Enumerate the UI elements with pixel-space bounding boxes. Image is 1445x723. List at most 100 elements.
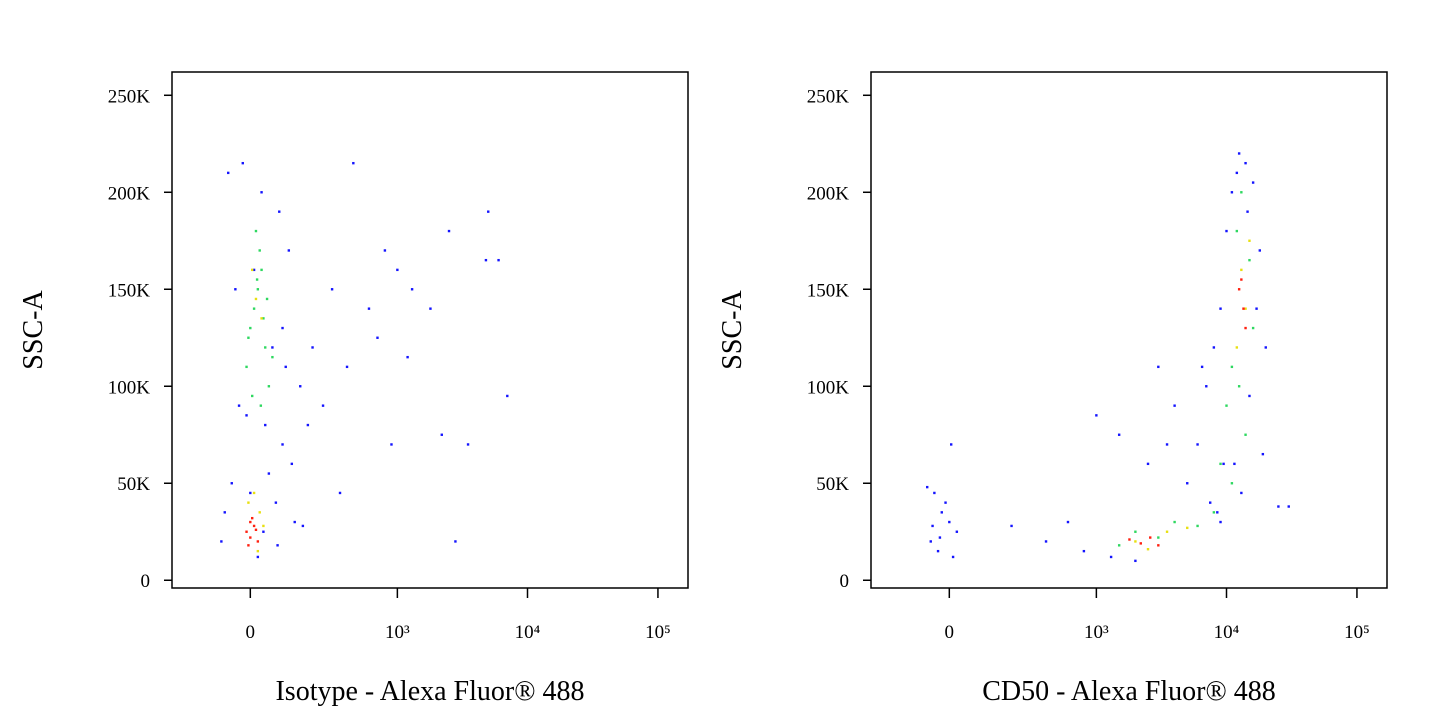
event-dot: [938, 536, 942, 539]
x-tick-label: 10³: [385, 622, 410, 643]
event-dot: [1219, 462, 1222, 466]
event-dot: [367, 307, 371, 310]
event-dot: [1157, 365, 1160, 369]
event-dot: [1258, 249, 1261, 252]
event-dot: [1251, 181, 1255, 184]
event-dot: [1196, 524, 1199, 528]
event-dot: [951, 555, 955, 559]
event-dot: [1277, 505, 1280, 508]
event-dot: [281, 326, 284, 330]
event-dot: [227, 171, 230, 175]
event-dot: [281, 443, 284, 446]
event-dot: [252, 268, 256, 272]
event-dot: [1225, 404, 1228, 407]
event-dot: [262, 530, 265, 533]
event-dot: [1240, 278, 1243, 281]
event-dot: [1200, 365, 1204, 369]
event-dot: [1244, 161, 1247, 165]
event-dot: [944, 501, 947, 504]
event-dot: [497, 258, 500, 262]
event-dot: [1242, 307, 1245, 310]
event-dot: [1196, 443, 1199, 446]
event-dot: [262, 317, 265, 320]
event-dot: [376, 336, 379, 339]
event-dot: [1173, 520, 1176, 524]
event-dot: [311, 346, 314, 349]
event-dot: [264, 346, 267, 349]
x-tick-label: 0: [945, 622, 955, 643]
event-dot: [265, 297, 269, 301]
event-dot: [249, 491, 252, 495]
y-tick-label: 100K: [108, 377, 151, 398]
event-dot: [948, 520, 951, 524]
event-dot: [1237, 152, 1241, 155]
event-dot: [1230, 191, 1234, 194]
event-dot: [299, 385, 302, 388]
event-dot: [1134, 530, 1137, 533]
event-dot: [1246, 210, 1249, 213]
event-dot: [293, 520, 296, 524]
event-dot: [1205, 385, 1208, 388]
event-dot: [255, 278, 259, 281]
event-dot: [267, 385, 271, 388]
event-dot: [284, 365, 287, 369]
event-dot: [254, 297, 258, 301]
event-dot: [447, 229, 451, 233]
event-dot: [1216, 511, 1219, 514]
event-dot: [1287, 505, 1290, 508]
event-dot: [241, 161, 244, 165]
y-tick-label: 250K: [807, 86, 850, 107]
event-dot: [252, 491, 256, 495]
event-dot: [1225, 229, 1228, 233]
event-dot: [251, 394, 254, 398]
event-dot: [390, 443, 393, 446]
event-dot: [1237, 385, 1241, 388]
event-dot: [1157, 536, 1160, 539]
event-dot: [454, 540, 457, 543]
event-dot: [247, 501, 250, 504]
event-dot: [1235, 229, 1239, 233]
event-dot: [1244, 326, 1247, 330]
event-dot: [245, 530, 248, 533]
event-dot: [484, 258, 488, 262]
event-dot: [929, 540, 932, 543]
event-dot: [933, 491, 936, 495]
x-axis-label: CD50 - Alexa Fluor® 488: [982, 676, 1275, 707]
event-dot: [955, 530, 959, 533]
event-dot: [220, 540, 223, 543]
event-dot: [264, 423, 267, 427]
event-dot: [506, 394, 509, 398]
event-dot: [249, 326, 252, 330]
event-dot: [1230, 365, 1234, 369]
event-dot: [256, 549, 260, 553]
event-dot: [1117, 433, 1121, 436]
x-tick-label: 10⁴: [515, 622, 541, 643]
event-dot: [252, 307, 256, 310]
event-dot: [1261, 452, 1265, 456]
event-dot: [251, 516, 254, 520]
event-dot: [950, 443, 953, 446]
event-dot: [1240, 491, 1243, 495]
event-dot: [1157, 544, 1160, 547]
x-tick-label: 0: [246, 622, 256, 643]
event-dot: [1128, 538, 1131, 541]
event-dot: [1209, 501, 1212, 504]
event-dot: [1044, 540, 1048, 543]
event-dot: [306, 423, 310, 427]
x-axis-label: Isotype - Alexa Fluor® 488: [275, 676, 584, 707]
y-tick-label: 200K: [807, 183, 850, 204]
plot: 0 50K 100K 150K 200K 250K 0 10³ 10⁴ 10⁵ Isotype - …: [18, 71, 689, 707]
event-dot: [1212, 511, 1216, 514]
event-dot: [345, 365, 349, 369]
event-dot: [234, 288, 237, 291]
y-tick-label: 0: [141, 571, 151, 592]
event-dot: [1248, 258, 1251, 262]
event-dot: [1230, 482, 1234, 485]
event-dot: [429, 307, 432, 310]
event-dot: [254, 229, 258, 233]
event-dot: [487, 210, 490, 213]
y-tick-label: 50K: [816, 474, 849, 495]
event-dot: [1264, 346, 1267, 349]
